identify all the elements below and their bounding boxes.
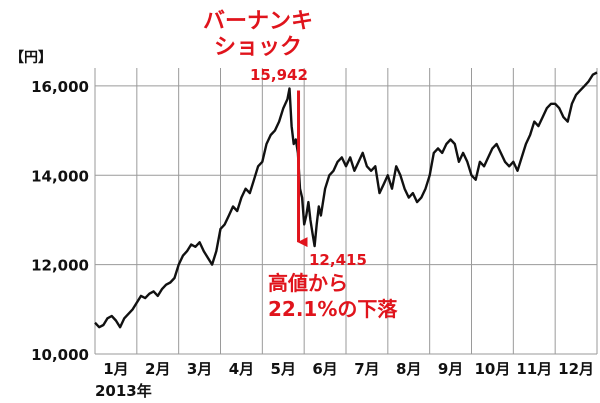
x-tick-label: 4月: [229, 360, 254, 378]
drop-description-line1: 高値から: [268, 271, 348, 295]
y-axis-unit-label: 【円】: [10, 50, 52, 66]
x-tick-label: 8月: [396, 360, 421, 378]
x-tick-label: 9月: [438, 360, 463, 378]
x-axis-year-label: 2013年: [95, 382, 152, 400]
x-tick-label: 6月: [312, 360, 337, 378]
y-tick-label: 12,000: [31, 257, 89, 275]
drop-description-line2: 22.1%の下落: [268, 297, 398, 321]
axes: 10,000 12,000 14,000 16,000 1月 2月 3月 4月 5月 6月 7月 8月…: [31, 78, 594, 378]
event-title-line1: バーナンキ: [203, 9, 313, 34]
x-tick-label: 11月: [516, 360, 552, 378]
x-tick-label: 10月: [474, 360, 510, 378]
x-tick-label: 3月: [187, 360, 212, 378]
event-title-line2: ショック: [214, 35, 302, 60]
peak-value-label: 15,942: [250, 66, 308, 84]
trough-value-label: 12,415: [309, 251, 367, 269]
y-tick-label: 10,000: [31, 346, 89, 364]
grid: [94, 68, 598, 355]
x-tick-label: 2月: [145, 360, 170, 378]
x-tick-label: 12月: [558, 360, 594, 378]
x-tick-label: 1月: [103, 360, 128, 378]
y-tick-label: 16,000: [31, 78, 89, 96]
y-tick-label: 14,000: [31, 167, 89, 185]
x-tick-label: 5月: [271, 360, 296, 378]
series-line: [94, 71, 598, 329]
x-tick-label: 7月: [354, 360, 379, 378]
series-layer: [94, 71, 598, 329]
